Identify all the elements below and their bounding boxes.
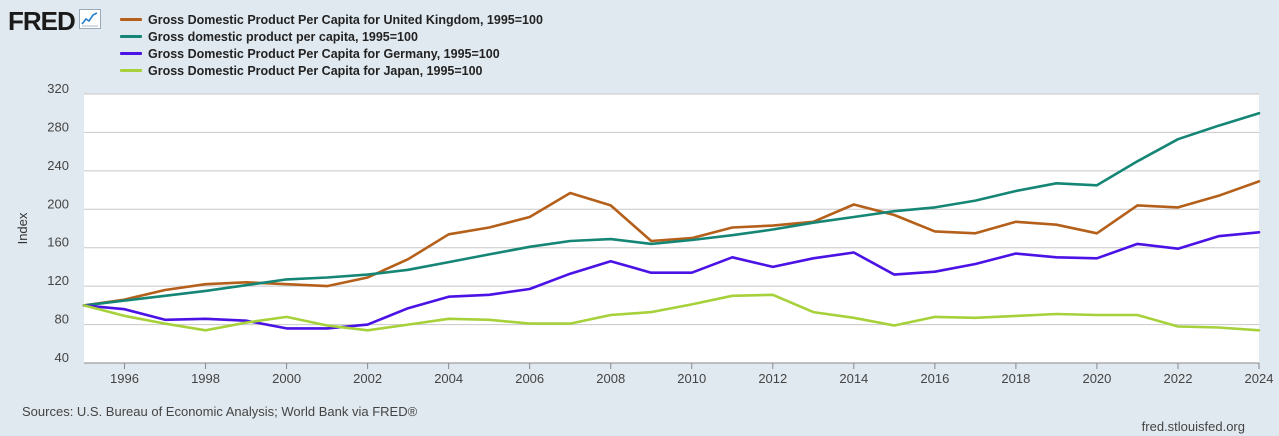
legend: Gross Domestic Product Per Capita for Un… [120,11,543,79]
legend-item-uk[interactable]: Gross Domestic Product Per Capita for Un… [120,11,543,28]
legend-swatch [120,18,142,21]
legend-item-world[interactable]: Gross domestic product per capita, 1995=… [120,28,543,45]
legend-label: Gross Domestic Product Per Capita for Ja… [148,63,483,78]
x-axis: 1996 1998 2000 2002 2004 2006 2008 2010 2012 2014… [110,363,1273,386]
x-tick-label: 1996 [110,371,139,386]
x-tick-label: 2022 [1164,371,1193,386]
y-axis: 40 80 120 160 200 240 280 320 [47,81,69,365]
series-line-2 [82,231,1261,330]
legend-swatch [120,35,142,38]
x-tick-label: 2024 [1245,371,1274,386]
y-axis-title: Index [15,212,30,244]
legend-swatch [120,69,142,72]
legend-item-japan[interactable]: Gross Domestic Product Per Capita for Ja… [120,62,543,79]
series-line-3 [82,293,1261,332]
x-tick-label: 2004 [434,371,463,386]
legend-label: Gross domestic product per capita, 1995=… [148,29,418,44]
grid-lines [84,93,1259,364]
legend-label: Gross Domestic Product Per Capita for Un… [148,12,543,27]
fred-logo[interactable]: FRED [8,6,101,37]
x-tick-label: 2012 [758,371,787,386]
x-tick-label: 2018 [1001,371,1030,386]
series-line-1 [82,111,1261,307]
x-tick-label: 2016 [920,371,949,386]
fred-url-link[interactable]: fred.stlouisfed.org [1141,419,1245,434]
y-tick-label: 240 [47,158,69,173]
x-tick-label: 2008 [596,371,625,386]
y-tick-label: 160 [47,235,69,250]
x-tick-label: 2014 [839,371,868,386]
y-tick-label: 320 [47,81,69,96]
line-chart-icon [78,9,101,34]
source-note: Sources: U.S. Bureau of Economic Analysi… [22,404,418,419]
y-tick-label: 80 [55,312,69,327]
series-group [82,111,1261,332]
legend-swatch [120,52,142,55]
y-tick-label: 200 [47,196,69,211]
series-line-0 [82,180,1261,307]
x-tick-label: 2002 [353,371,382,386]
y-tick-label: 40 [55,350,69,365]
x-tick-label: 2006 [515,371,544,386]
legend-item-germany[interactable]: Gross Domestic Product Per Capita for Ge… [120,45,543,62]
x-tick-label: 2000 [272,371,301,386]
x-tick-label: 2010 [677,371,706,386]
y-tick-label: 120 [47,273,69,288]
y-tick-label: 280 [47,119,69,134]
x-tick-label: 2020 [1082,371,1111,386]
legend-label: Gross Domestic Product Per Capita for Ge… [148,46,500,61]
fred-logo-text: FRED [8,6,76,36]
x-tick-label: 1998 [191,371,220,386]
